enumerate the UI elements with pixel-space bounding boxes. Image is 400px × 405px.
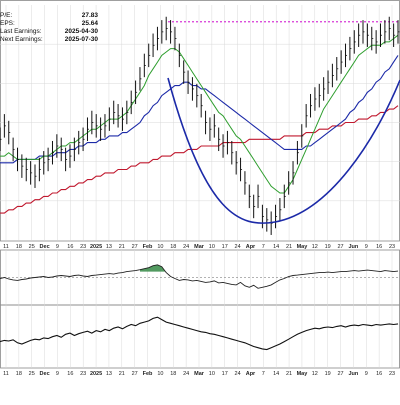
x-tick-label: 19: [325, 244, 331, 250]
x-tick-label: 17: [222, 371, 228, 377]
x-tick-label: Dec: [40, 244, 50, 250]
x-tick-label: 11: [3, 371, 9, 377]
stat-label: EPS:: [0, 20, 15, 27]
x-tick-label: 18: [170, 244, 176, 250]
x-tick-label: 21: [119, 371, 125, 377]
lower-panel-line: [0, 316, 399, 351]
x-tick-label: 17: [222, 244, 228, 250]
x-tick-label: 9: [56, 244, 59, 250]
x-tick-label: 24: [183, 371, 189, 377]
ma-short-line: [0, 34, 399, 194]
x-tick-label: 25: [29, 371, 35, 377]
x-tick-label: Apr: [246, 371, 256, 377]
stats-box: P/E: 27.83 EPS: 25.64 Last Earnings: 202…: [0, 12, 100, 44]
x-tick-label: 9: [365, 371, 368, 377]
x-tick-label: 14: [273, 371, 279, 377]
x-tick-label: 25: [29, 244, 35, 250]
stat-value: 27.83: [81, 12, 98, 19]
x-tick-label: 18: [16, 371, 22, 377]
stat-value: 2025-07-30: [64, 36, 98, 43]
x-tick-label: 21: [286, 371, 292, 377]
x-tick-label: 23: [80, 371, 86, 377]
x-tick-label: 2025: [90, 244, 102, 250]
x-tick-label: 27: [337, 244, 343, 250]
x-tick-label: 27: [337, 371, 343, 377]
stat-next-earnings: Next Earnings: 2025-07-30: [0, 36, 100, 44]
x-tick-label: 24: [235, 371, 241, 377]
ma-long-line: [0, 105, 399, 214]
x-tick-label: 13: [106, 371, 112, 377]
stat-eps: EPS: 25.64: [0, 20, 100, 28]
x-tick-label: 9: [56, 371, 59, 377]
x-tick-label: Mar: [194, 244, 205, 250]
x-tick-label: 12: [312, 371, 318, 377]
x-tick-label: 10: [209, 371, 215, 377]
x-tick-label: 11: [3, 244, 9, 250]
x-tick-label: 9: [365, 244, 368, 250]
x-tick-label: 13: [106, 244, 112, 250]
stat-value: 2025-04-30: [64, 28, 98, 35]
x-tick-label: 23: [389, 244, 395, 250]
ma-mid-line: [0, 55, 399, 164]
x-tick-label: 21: [119, 244, 125, 250]
x-tick-label: 23: [80, 244, 86, 250]
x-tick-label: 7: [262, 244, 265, 250]
x-tick-label: 21: [286, 244, 292, 250]
x-tick-label: Apr: [246, 244, 256, 250]
x-tick-label: Feb: [143, 244, 153, 250]
x-tick-label: 27: [132, 371, 138, 377]
x-tick-label: 19: [325, 371, 331, 377]
x-tick-label: Mar: [194, 371, 205, 377]
cup-arc: [167, 77, 400, 224]
x-tick-label: 10: [157, 371, 163, 377]
x-tick-label: 24: [235, 244, 241, 250]
x-tick-label: Feb: [143, 371, 153, 377]
x-tick-label: 27: [132, 244, 138, 250]
x-tick-label: 7: [262, 371, 265, 377]
indicator-highlight-fill: [140, 264, 167, 273]
x-tick-label: 24: [183, 244, 189, 250]
x-tick-label: 2025: [90, 371, 102, 377]
x-tick-label: Dec: [40, 371, 50, 377]
stat-label: Last Earnings:: [0, 28, 42, 35]
x-tick-label: May: [297, 244, 309, 250]
stat-label: P/E:: [0, 12, 13, 19]
x-tick-label: 23: [389, 371, 395, 377]
x-tick-label: 18: [170, 371, 176, 377]
x-tick-label: 14: [273, 244, 279, 250]
x-tick-label: May: [297, 371, 309, 377]
x-tick-label: 12: [312, 244, 318, 250]
x-tick-label: 10: [157, 244, 163, 250]
stat-value: 25.64: [81, 20, 98, 27]
x-tick-label: Jun: [349, 244, 359, 250]
stat-pe: P/E: 27.83: [0, 12, 100, 20]
x-tick-label: 16: [376, 244, 382, 250]
indicator-line: [0, 264, 399, 289]
x-tick-label: 18: [16, 244, 22, 250]
x-tick-label: 10: [209, 244, 215, 250]
x-tick-label: Jun: [349, 371, 359, 377]
stat-last-earnings: Last Earnings: 2025-04-30: [0, 28, 100, 36]
x-tick-label: 16: [376, 371, 382, 377]
x-tick-label: 16: [67, 244, 73, 250]
x-tick-label: 16: [67, 371, 73, 377]
stat-label: Next Earnings:: [0, 36, 43, 43]
